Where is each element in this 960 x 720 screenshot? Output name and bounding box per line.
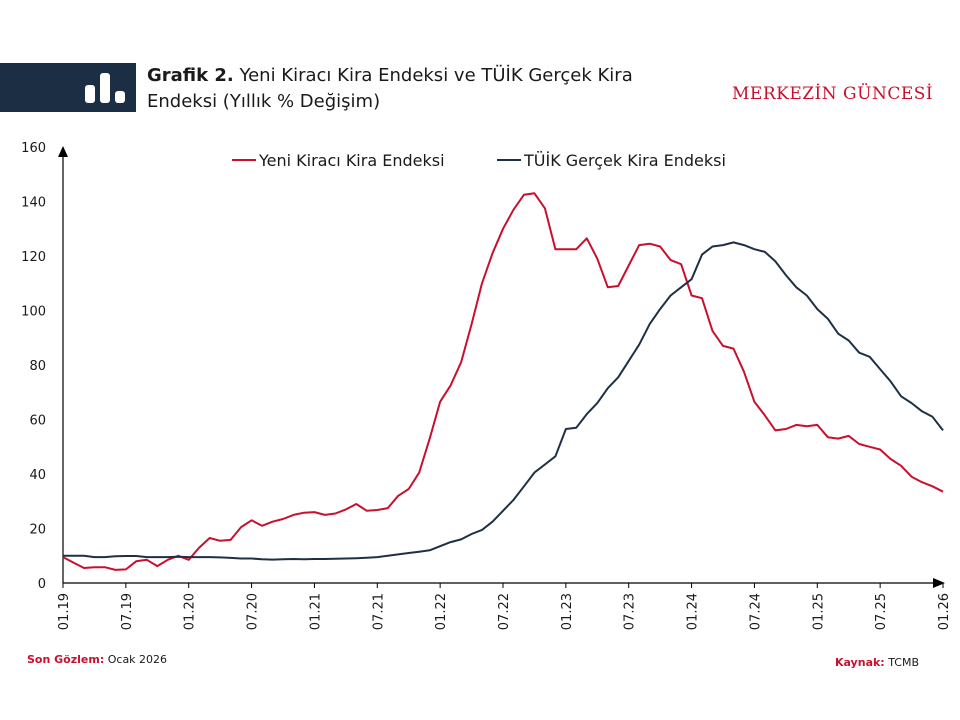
x-tick-label: 01.23 — [560, 593, 575, 630]
x-tick-label: 07.23 — [623, 593, 638, 630]
y-tick-label: 20 — [29, 523, 46, 538]
y-tick-label: 120 — [21, 250, 46, 265]
y-tick-label: 160 — [21, 141, 46, 156]
y-tick-label: 60 — [29, 414, 46, 429]
last-obs-label: Son Gözlem: — [27, 653, 105, 666]
legend-label-1: Yeni Kiracı Kira Endeksi — [258, 151, 445, 170]
y-tick-label: 100 — [21, 305, 46, 320]
page-title: Grafik 2. Yeni Kiracı Kira Endeksi ve TÜ… — [147, 63, 707, 115]
x-tick-label: 01.20 — [183, 593, 198, 630]
x-tick-label: 07.25 — [874, 593, 889, 630]
series-line-2 — [63, 241, 944, 561]
last-obs-value: Ocak 2026 — [107, 653, 168, 666]
title-prefix: Grafik 2. — [147, 65, 234, 86]
x-tick-label: 01.22 — [434, 593, 449, 630]
x-tick-label: 01.25 — [811, 593, 826, 630]
header-band — [0, 63, 136, 112]
source-value: TCMB — [888, 656, 919, 669]
x-tick-label: 01.26 — [937, 593, 952, 630]
x-tick-label: 01.21 — [308, 593, 323, 630]
source-label: Kaynak: — [834, 656, 885, 669]
legend-label-2: TÜİK Gerçek Kira Endeksi — [523, 151, 726, 170]
x-tick-label: 01.19 — [57, 593, 72, 630]
y-tick-label: 140 — [21, 196, 46, 211]
x-tick-label: 07.19 — [120, 593, 135, 630]
title-text: Yeni Kiracı Kira Endeksi ve TÜİK Gerçek … — [147, 65, 633, 112]
last-observation: Son Gözlem: Ocak 2026 — [27, 653, 167, 666]
x-tick-label: 07.21 — [371, 593, 386, 630]
line-chart: 0 20 40 60 80 100 120 140 160 01.19 07.19 01.20 07.2… — [21, 141, 952, 630]
y-tick-label: 0 — [38, 577, 46, 592]
x-tick-label: 07.22 — [497, 593, 512, 630]
x-tick-label: 01.24 — [686, 593, 701, 630]
y-tick-label: 40 — [29, 468, 46, 483]
y-axis-arrow — [58, 146, 68, 157]
x-axis-arrow — [933, 578, 945, 588]
x-tick-label: 07.24 — [748, 593, 763, 630]
bar-chart-icon — [85, 73, 125, 103]
brand-logo: MERKEZİN GÜNCESİ — [732, 84, 934, 104]
y-tick-label: 80 — [29, 359, 46, 374]
source-note: Kaynak: TCMB — [835, 656, 919, 669]
x-tick-label: 07.20 — [246, 593, 261, 630]
series-line-1 — [62, 192, 944, 571]
